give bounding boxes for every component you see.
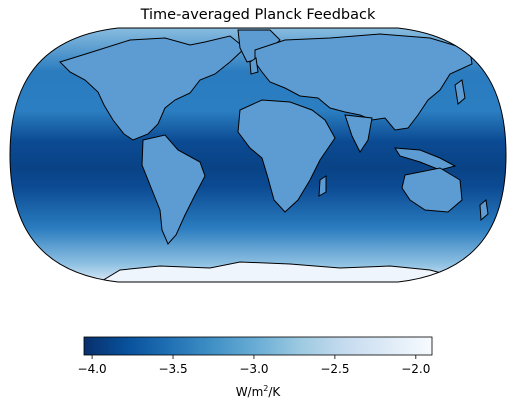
india (344, 114, 373, 153)
colorbar-tick-label: −3.5 (158, 362, 187, 376)
colorbar-tick-label: −3.0 (239, 362, 268, 376)
eurasia (254, 33, 473, 131)
map-title: Time-averaged Planck Feedback (140, 7, 376, 23)
antarctica (99, 261, 472, 282)
colorbar-tick-label: −4.0 (78, 362, 107, 376)
africa (237, 99, 336, 213)
global-map (9, 27, 507, 283)
uk (249, 57, 259, 75)
colorbar-gradient (83, 336, 433, 356)
colorbar-tick-label: −2.5 (320, 362, 349, 376)
land-masses (59, 29, 489, 282)
new-zealand (479, 199, 489, 222)
colorbar-label: W/m2/K (235, 384, 281, 399)
north-america (59, 35, 246, 141)
australia (401, 167, 463, 213)
indonesia (394, 147, 457, 171)
colorbar-tick-label: −2.0 (401, 362, 430, 376)
japan (454, 79, 466, 105)
colorbar-ticks: −4.0 −3.5 −3.0 −2.5 −2.0 (78, 355, 430, 376)
south-america (141, 134, 206, 245)
madagascar (318, 175, 327, 197)
map-boundary (9, 27, 507, 283)
